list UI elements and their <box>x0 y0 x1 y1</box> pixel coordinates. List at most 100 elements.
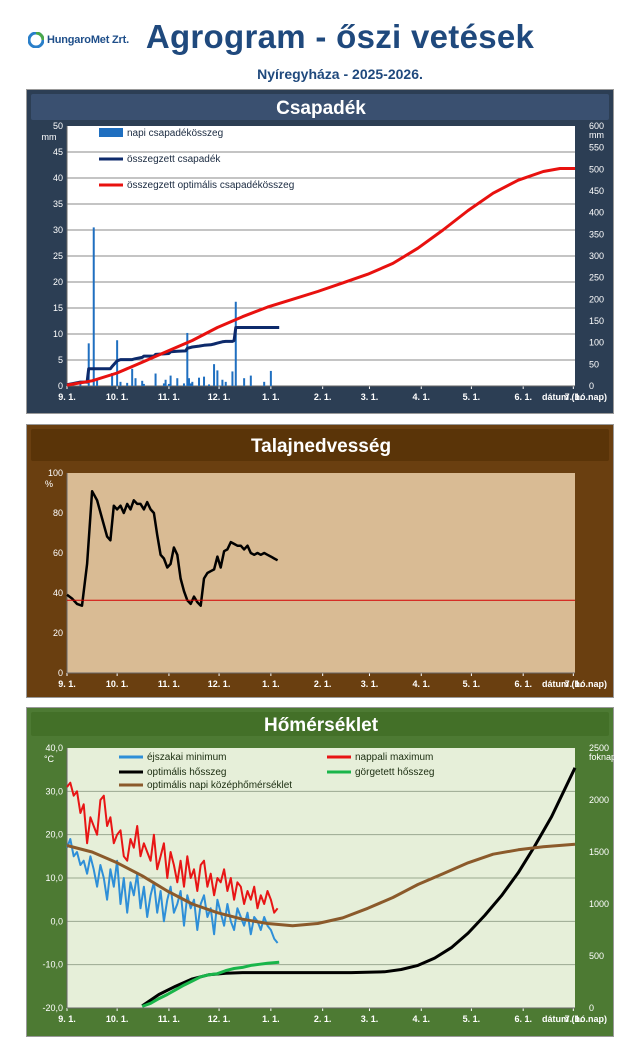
precip-bar <box>96 379 99 386</box>
y-tick-label: -20,0 <box>42 1003 63 1013</box>
soil-moisture-panel: Talajnedvesség 0 20 40 60 80 100% 9. 1. 10. 1. 11… <box>26 424 614 698</box>
series-line-1 <box>66 326 280 387</box>
x-tick-label: 3. 1. <box>361 1014 379 1024</box>
title-banner <box>31 712 609 736</box>
y-right-tick-label: 100 <box>589 338 604 348</box>
precip-bar <box>92 227 95 386</box>
x-tick-label: 9. 1. <box>58 392 76 402</box>
y-tick-label: 30,0 <box>45 786 63 796</box>
x-tick-label: 7. 1. <box>565 392 583 402</box>
hungaromet-logo: HungaroMet Zrt. <box>27 30 129 50</box>
y-tick-label: 60 <box>53 548 63 558</box>
chart-title: Csapadék <box>276 98 366 119</box>
precip-bar <box>213 364 216 386</box>
x-tick-label: 4. 1. <box>413 679 431 689</box>
soil-moisture-chart: Talajnedvesség 0 20 40 60 80 100% 9. 1. 10. 1. 11… <box>31 429 609 689</box>
precip-bar <box>134 378 137 386</box>
y-right-tick-label: 300 <box>589 251 604 261</box>
x-tick-label: 9. 1. <box>58 1014 76 1024</box>
x-tick-label: 1. 1. <box>262 392 280 402</box>
precipitation-panel: Csapadék 0 5 10 15 20 25 30 35 40 45 50 mm 0 50 100 150 2… <box>26 89 614 414</box>
y-tick-label: 100 <box>48 468 63 478</box>
series-line-1 <box>66 781 279 914</box>
series-line-0 <box>66 838 279 944</box>
x-tick-label: 5. 1. <box>463 679 481 689</box>
precipitation-chart: Csapadék05101520253035404550mm0501001502… <box>31 94 609 402</box>
temperature-chart: Hőmérséklet -20,0 -10,0 0,0 10,0 20,0 30,0 40,0… <box>31 712 615 1024</box>
chart-title: Talajnedvesség <box>251 436 391 457</box>
y-right-tick-label: 500 <box>589 164 604 174</box>
y-tick-label: 0 <box>58 668 63 678</box>
x-tick-label: 10. 1. <box>106 1014 129 1024</box>
x-tick-label: 2. 1. <box>314 679 332 689</box>
x-tick-label: 12. 1. <box>208 392 231 402</box>
precip-bar <box>87 343 90 386</box>
precip-bar <box>191 381 194 386</box>
page-title: Agrogram - őszi vetések <box>145 18 535 55</box>
header: HungaroMet Zrt. Agrogram - őszi vetések … <box>0 0 640 88</box>
y-axis-label: °C <box>44 754 55 764</box>
precip-bar <box>126 382 129 386</box>
legend-entry: optimális hősszeg <box>147 767 226 778</box>
precip-bar <box>111 373 114 386</box>
y-tick-label: 0,0 <box>50 916 63 926</box>
y-tick-label: -10,0 <box>42 960 63 970</box>
precip-bar <box>249 375 252 386</box>
precip-bar <box>208 384 211 386</box>
legend-entry: összegzett optimális csapadékösszeg <box>127 180 294 191</box>
x-tick-label: 6. 1. <box>514 392 532 402</box>
precip-bar <box>182 383 185 386</box>
y-tick-label: 50 <box>53 121 63 131</box>
precip-bar <box>243 378 246 386</box>
precip-bar <box>234 301 237 386</box>
hungaromet-logo-icon <box>27 31 45 49</box>
x-tick-label: 7. 1. <box>565 1014 583 1024</box>
x-tick-label: 6. 1. <box>514 679 532 689</box>
x-tick-label: 4. 1. <box>413 1014 431 1024</box>
precip-bar <box>231 371 234 386</box>
precip-bar <box>141 380 144 386</box>
legend-entry: görgetett hősszeg <box>355 767 435 778</box>
y-tick-label: 35 <box>53 199 63 209</box>
y-right-tick-label: 0 <box>589 1003 594 1013</box>
precip-bar <box>203 376 206 386</box>
legend-entry: napi csapadékösszeg <box>127 128 223 139</box>
x-tick-label: 12. 1. <box>208 679 231 689</box>
x-tick-label: 9. 1. <box>58 679 76 689</box>
x-tick-label: 3. 1. <box>361 679 379 689</box>
series-line-3 <box>141 960 280 1008</box>
precip-bar <box>119 381 122 386</box>
precip-bar <box>186 332 189 386</box>
y-tick-label: 30 <box>53 225 63 235</box>
x-axis-label: dátum (hó.nap) <box>542 679 607 689</box>
y-right-tick-label: 0 <box>589 381 594 391</box>
y-tick-label: 45 <box>53 147 63 157</box>
y-tick-label: 0 <box>58 381 63 391</box>
series-line-4 <box>66 842 576 928</box>
x-tick-label: 1. 1. <box>262 1014 280 1024</box>
y-right-tick-label: 1500 <box>589 847 609 857</box>
legend-entry: optimális napi középhőmérséklet <box>147 780 292 791</box>
precip-bar <box>154 373 157 386</box>
y-tick-label: 10 <box>53 329 63 339</box>
y-right-tick-label: 400 <box>589 208 604 218</box>
precip-bar <box>187 378 190 386</box>
y-right-tick-label: 150 <box>589 316 604 326</box>
x-tick-label: 3. 1. <box>361 392 379 402</box>
y-right-tick-label: 2500 <box>589 743 609 753</box>
precip-bar <box>221 379 224 386</box>
y-right-tick-label: 250 <box>589 273 604 283</box>
y-axis-label: % <box>45 479 53 489</box>
y-tick-label: 40,0 <box>45 743 63 753</box>
title-banner <box>31 94 609 120</box>
x-tick-label: 11. 1. <box>158 679 180 689</box>
y-right-tick-label: 500 <box>589 951 604 961</box>
precip-bar <box>167 383 170 386</box>
precip-bar <box>263 381 266 386</box>
series-line-0 <box>66 489 279 607</box>
x-tick-label: 2. 1. <box>314 392 332 402</box>
y-axis-label: mm <box>42 132 57 142</box>
precip-bar <box>189 383 192 386</box>
precip-bar <box>162 383 165 386</box>
plot-area <box>67 473 575 673</box>
